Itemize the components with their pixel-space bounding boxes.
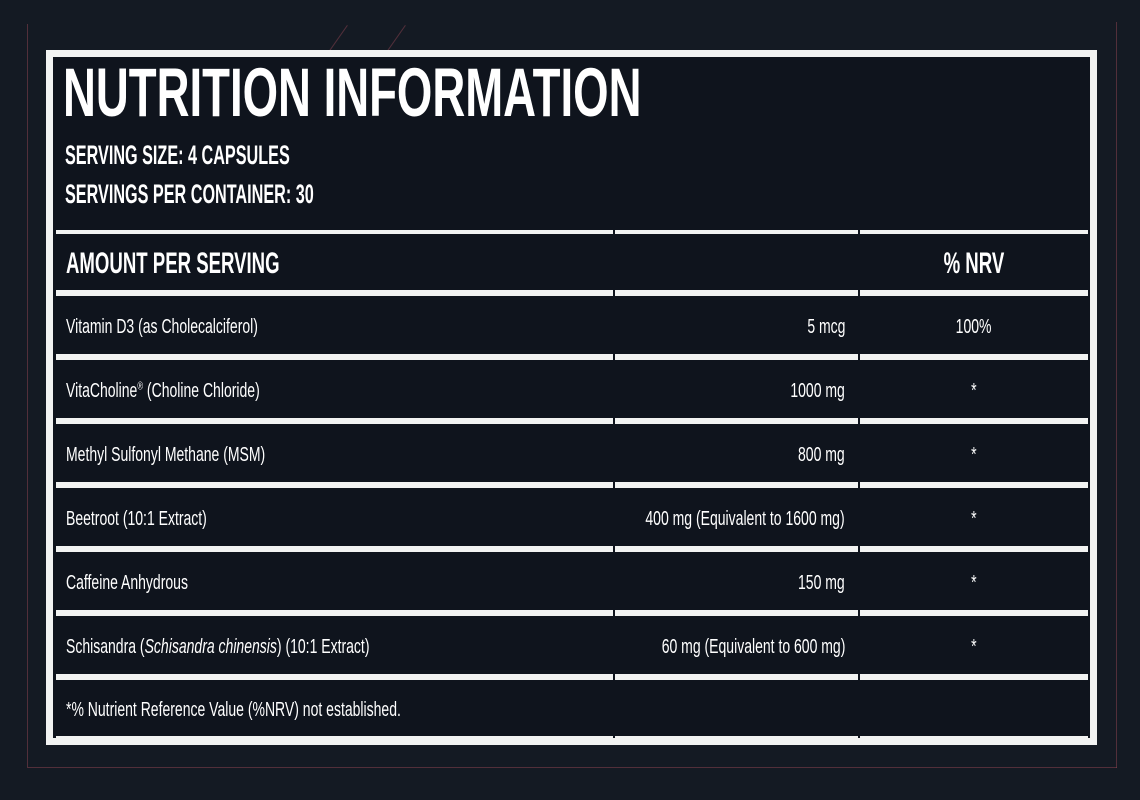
- ingredient-nrv-cell: *: [860, 424, 1088, 488]
- header-amount-spacer-cell: [615, 230, 858, 296]
- ingredient-amount: 60 mg (Equivalent to 600 mg): [661, 635, 845, 658]
- decor-line-right: [1116, 22, 1117, 768]
- ingredient-nrv-value: *: [971, 571, 977, 594]
- decor-diagonal-2: [386, 25, 406, 53]
- ingredient-amount: 800 mg: [798, 443, 845, 466]
- ingredient-amount-cell: 60 mg (Equivalent to 600 mg): [615, 616, 858, 680]
- ingredient-nrv-cell: *: [860, 616, 1088, 680]
- header-nrv-label: % NRV: [943, 246, 1005, 280]
- footnote-nrv-spacer-cell: [860, 680, 1088, 742]
- ingredient-nrv-value: *: [971, 507, 977, 530]
- table-row: Methyl Sulfonyl Methane (MSM) 800 mg *: [56, 424, 1088, 488]
- header-amount-per-serving-label: AMOUNT PER SERVING: [66, 246, 280, 280]
- ingredient-nrv-cell: *: [860, 488, 1088, 552]
- footnote-amount-spacer-cell: [615, 680, 858, 742]
- ingredient-name-cell: Caffeine Anhydrous: [56, 552, 613, 616]
- ingredient-nrv-value: 100%: [956, 315, 992, 338]
- table-row: Caffeine Anhydrous 150 mg *: [56, 552, 1088, 616]
- table-row: Beetroot (10:1 Extract) 400 mg (Equivalen…: [56, 488, 1088, 552]
- table-body: Vitamin D3 (as Cholecalciferol) 5 mcg 100%…: [56, 296, 1088, 680]
- ingredient-amount: 150 mg: [798, 571, 845, 594]
- ingredient-nrv-cell: *: [860, 552, 1088, 616]
- serving-size-line: SERVING SIZE: 4 CAPSULES: [65, 140, 290, 170]
- ingredient-nrv-value: *: [971, 379, 977, 402]
- header-nrv-cell: % NRV: [860, 230, 1088, 296]
- ingredient-name-cell: Methyl Sulfonyl Methane (MSM): [56, 424, 613, 488]
- ingredient-amount-cell: 400 mg (Equivalent to 1600 mg): [615, 488, 858, 552]
- ingredient-name: Caffeine Anhydrous: [66, 571, 188, 594]
- ingredient-name: VitaCholine® (Choline Chloride): [66, 379, 260, 402]
- ingredient-nrv-cell: *: [860, 360, 1088, 424]
- ingredient-name-cell: Schisandra (Schisandra chinensis) (10:1 …: [56, 616, 613, 680]
- ingredient-amount-cell: 1000 mg: [615, 360, 858, 424]
- table-row: Schisandra (Schisandra chinensis) (10:1 …: [56, 616, 1088, 680]
- footnote-row: *% Nutrient Reference Value (%NRV) not e…: [56, 680, 1088, 742]
- decor-line-left: [27, 24, 28, 767]
- footnote-cell: *% Nutrient Reference Value (%NRV) not e…: [56, 680, 613, 742]
- decor-line-bottom: [27, 767, 1117, 768]
- ingredient-nrv-value: *: [971, 635, 977, 658]
- ingredient-name: Beetroot (10:1 Extract): [66, 507, 207, 530]
- ingredient-nrv-value: *: [971, 443, 977, 466]
- ingredient-amount: 1000 mg: [790, 379, 845, 402]
- ingredient-amount: 400 mg (Equivalent to 1600 mg): [645, 507, 845, 530]
- ingredient-name-cell: Beetroot (10:1 Extract): [56, 488, 613, 552]
- ingredient-amount-cell: 5 mcg: [615, 296, 858, 360]
- header-amount-per-serving-cell: AMOUNT PER SERVING: [56, 230, 613, 296]
- page-title: NUTRITION INFORMATION: [63, 54, 642, 131]
- decor-diagonal-1: [328, 25, 348, 53]
- ingredient-name: Vitamin D3 (as Cholecalciferol): [66, 315, 258, 338]
- nutrition-panel: [46, 50, 1097, 745]
- table-row: VitaCholine® (Choline Chloride) 1000 mg *: [56, 360, 1088, 424]
- ingredient-amount-cell: 800 mg: [615, 424, 858, 488]
- table-row: Vitamin D3 (as Cholecalciferol) 5 mcg 100%: [56, 296, 1088, 360]
- ingredient-amount: 5 mcg: [806, 315, 845, 338]
- ingredient-amount-cell: 150 mg: [615, 552, 858, 616]
- ingredient-name: Schisandra (Schisandra chinensis) (10:1 …: [66, 635, 370, 658]
- footnote-text: *% Nutrient Reference Value (%NRV) not e…: [66, 698, 401, 721]
- ingredient-name-cell: VitaCholine® (Choline Chloride): [56, 360, 613, 424]
- ingredient-name: Methyl Sulfonyl Methane (MSM): [66, 443, 266, 466]
- servings-per-container-line: SERVINGS PER CONTAINER: 30: [65, 179, 314, 209]
- nutrition-table: AMOUNT PER SERVING % NRV Vitamin D3 (as …: [56, 230, 1088, 742]
- ingredient-name-cell: Vitamin D3 (as Cholecalciferol): [56, 296, 613, 360]
- ingredient-nrv-cell: 100%: [860, 296, 1088, 360]
- table-header-row: AMOUNT PER SERVING % NRV: [56, 230, 1088, 296]
